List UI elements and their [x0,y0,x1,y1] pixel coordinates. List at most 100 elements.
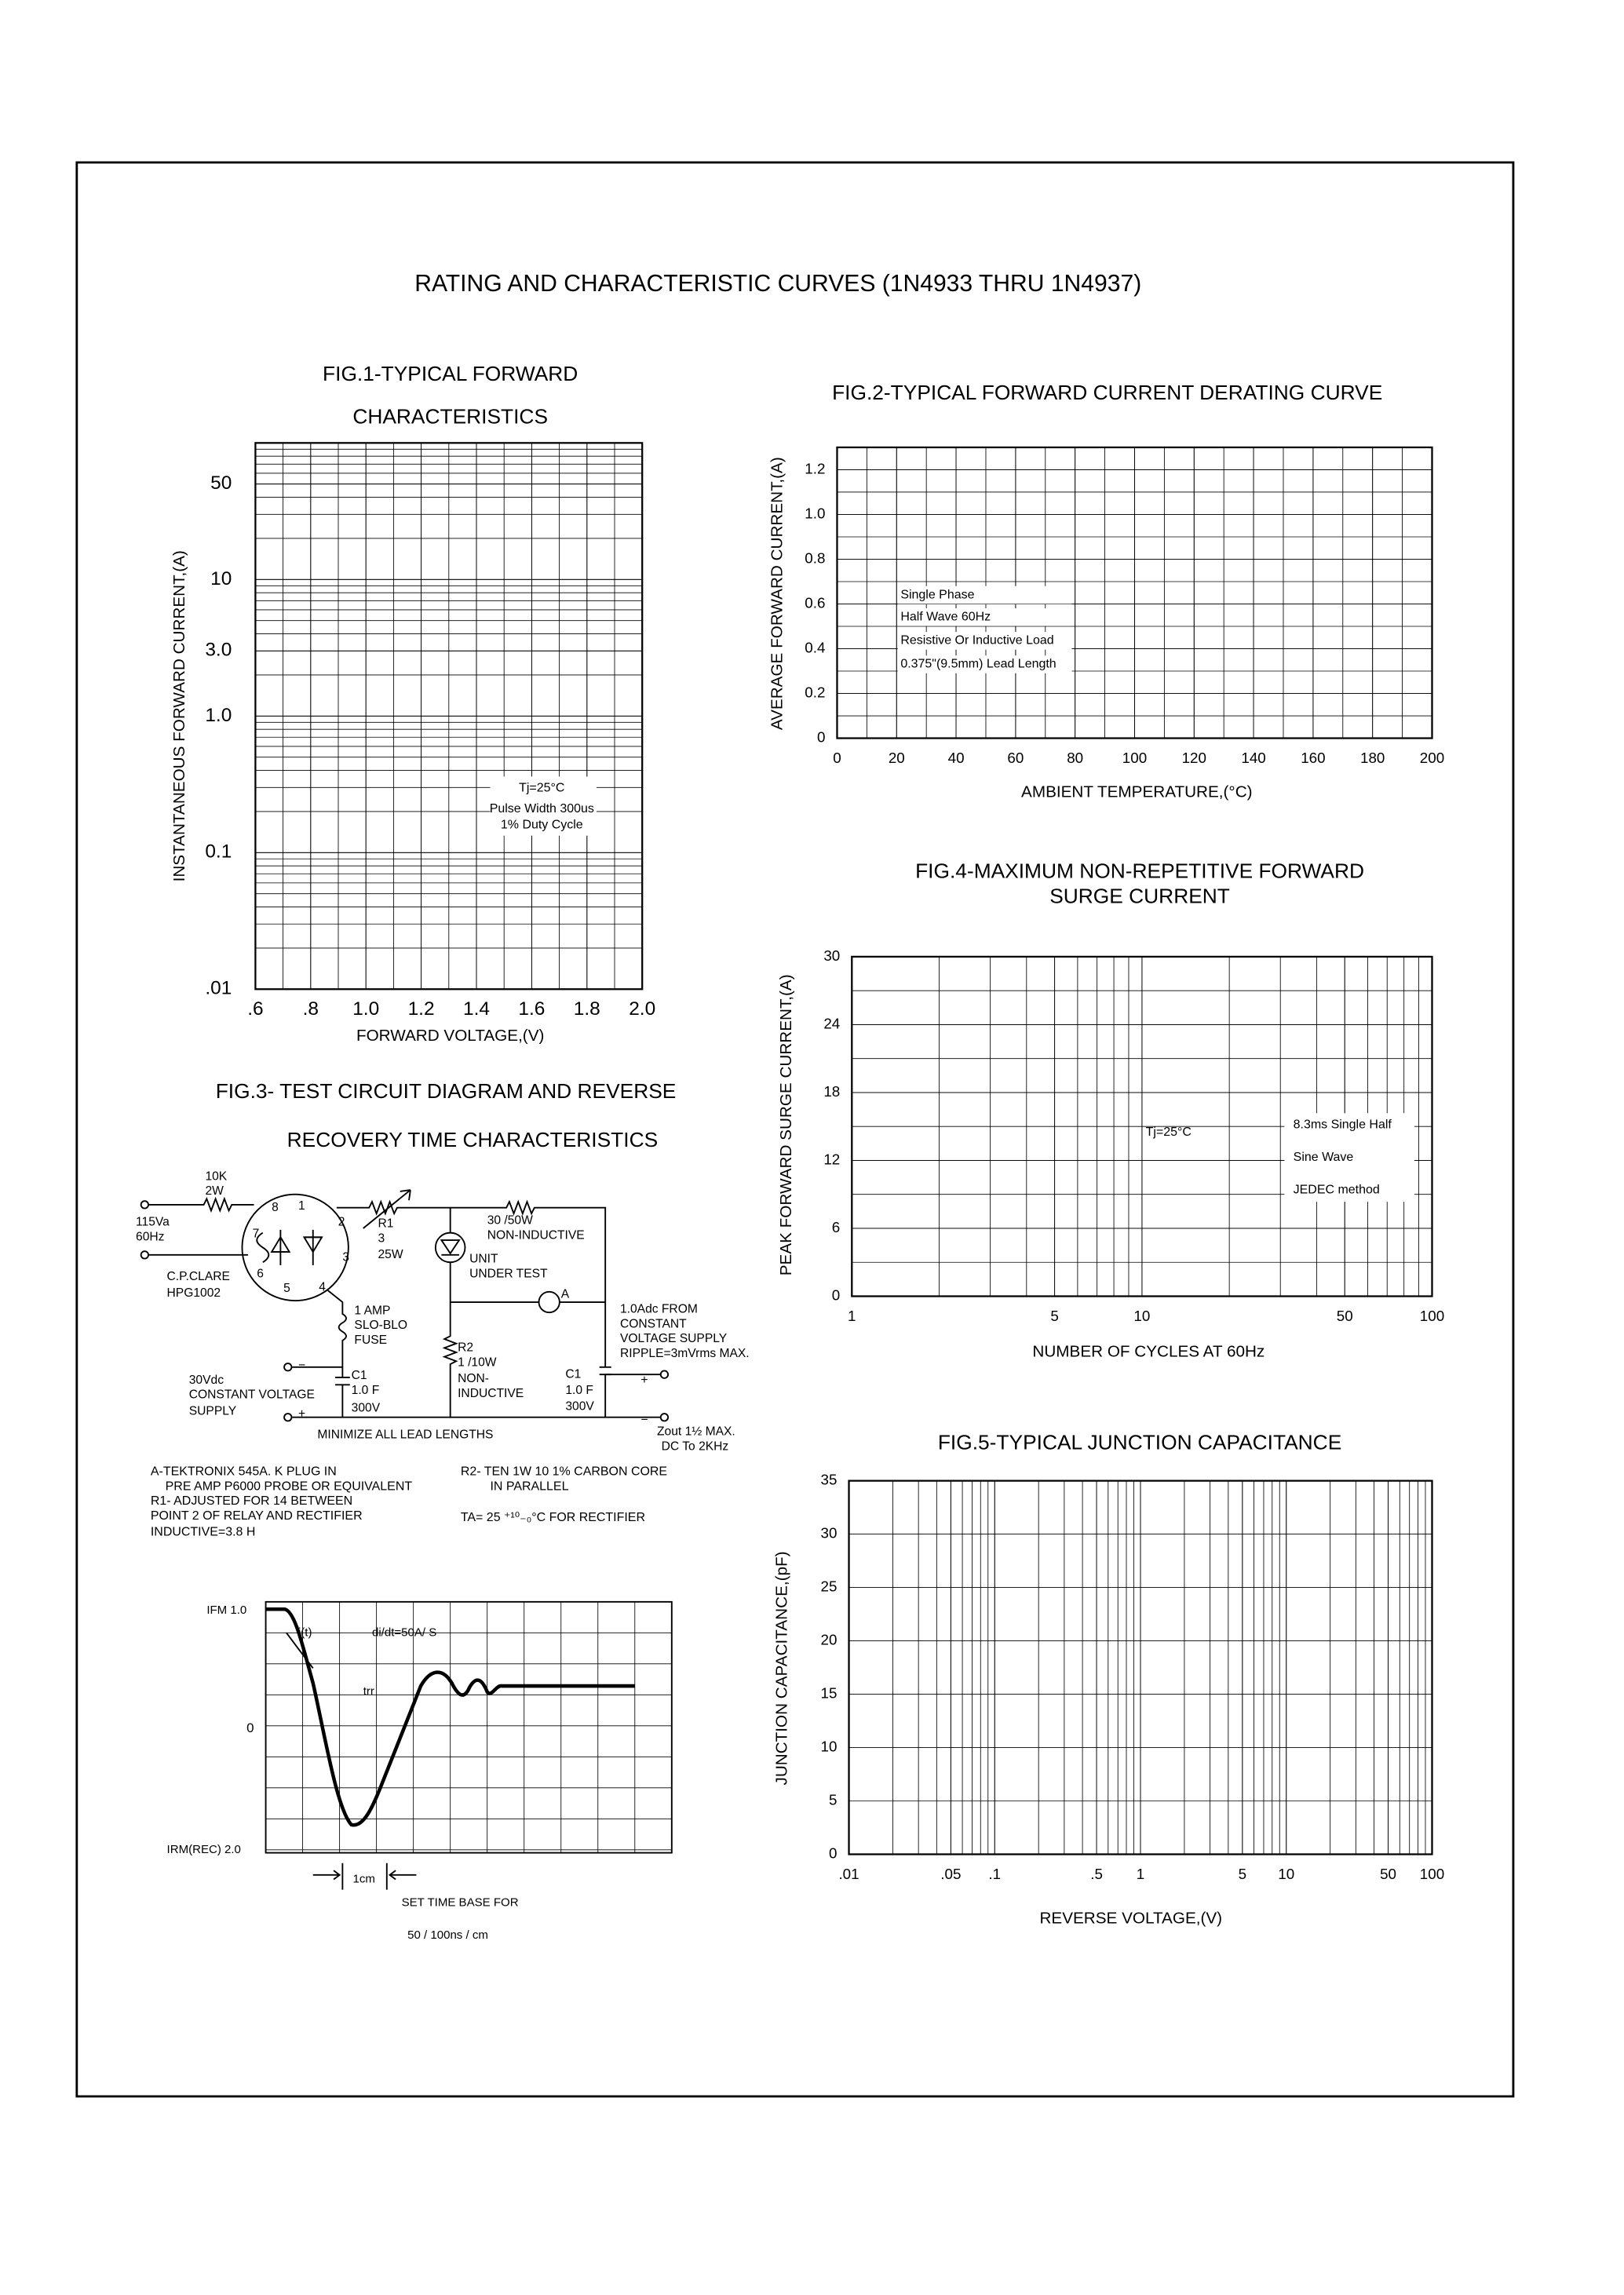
x-tick-label: 1.6 [518,998,545,1020]
x-tick-label: 1.0 [352,998,379,1020]
circuit-label: 1.0 F [565,1384,593,1397]
waveform-label: di/dt=50A/ S [372,1625,436,1639]
annotation: Single Phase [900,588,974,601]
y-axis-label: INSTANTANEOUS FORWARD CURRENT,(A) [170,550,188,881]
chart-title: FIG.4-MAXIMUM NON-REPETITIVE FORWARD [915,859,1364,883]
circuit-label: 115Va [136,1216,170,1229]
chart-title: SURGE CURRENT [1049,885,1230,908]
x-tick-label: 2.0 [629,998,655,1020]
circuit-label: 25W [378,1248,403,1261]
annotation: 1% Duty Cycle [501,819,583,832]
y-tick-label: 12 [823,1151,840,1167]
y-tick-label: 10 [821,1738,838,1754]
annotation: 0.375"(9.5mm) Lead Length [900,658,1056,671]
circuit-label: − [640,1414,648,1427]
y-tick-label: 10 [210,568,232,589]
waveform-label: 1cm [353,1872,375,1885]
circuit-label: 3 [378,1231,385,1245]
chart-title: FIG.2-TYPICAL FORWARD CURRENT DERATING C… [832,381,1382,404]
y-tick-label: 0.8 [805,549,825,566]
x-tick-label: 5 [1050,1308,1058,1324]
circuit-label: VOLTAGE SUPPLY [620,1332,728,1345]
circuit-label: SUPPLY [189,1404,237,1418]
y-tick-label: 1.0 [805,505,825,521]
x-tick-label: 20 [889,750,905,766]
circuit-label: SLO-BLO [354,1319,407,1332]
y-tick-label: 5 [829,1791,837,1808]
x-tick-label: 1.2 [408,998,435,1020]
circuit-label: 1 AMP [354,1304,390,1317]
annotation: Tj=25°C [519,782,564,795]
x-tick-label: .05 [940,1866,961,1882]
circuit-label: Zout 1½ MAX. [657,1425,735,1439]
annotation-bg [897,586,1072,604]
circuit-label: C.P.CLARE [167,1270,230,1283]
circuit-label: HPG1002 [167,1286,221,1300]
circuit-label: C1 [565,1367,581,1381]
waveform-label: i(t) [298,1625,312,1639]
annotation: Half Wave 60Hz [900,611,991,624]
y-tick-label: 6 [832,1219,840,1235]
circuit-label: 4 [319,1280,326,1293]
annotation: Resistive Or Inductive Load [900,634,1053,648]
x-tick-label: 100 [1420,1308,1444,1324]
x-tick-label: 1.4 [463,998,490,1020]
annotation-box [1284,1113,1414,1202]
circuit-label: MINIMIZE ALL LEAD LENGTHS [317,1428,493,1441]
x-tick-label: .5 [1090,1866,1103,1882]
x-tick-label: 80 [1067,750,1083,766]
note: IN PARALLEL [490,1480,568,1493]
y-tick-label: 30 [821,1525,838,1542]
x-tick-label: 50 [1337,1308,1353,1324]
circuit-label: UNDER TEST [469,1267,548,1280]
circuit-label: 1 /10W [458,1355,497,1369]
y-tick-label: 0.1 [205,841,232,863]
note: TA= 25 ⁺¹⁰₋₀°C FOR RECTIFIER [461,1511,645,1524]
x-tick-label: 140 [1241,750,1265,766]
y-tick-label: 0 [817,728,825,745]
annotation-bg [897,655,1072,673]
waveform-label: trr [363,1685,374,1698]
x-tick-label: 160 [1301,750,1325,766]
note: A-TEKTRONIX 545A. K PLUG IN [151,1465,337,1479]
waveform-label: IRM(REC) 2.0 [167,1843,241,1856]
x-axis-label: NUMBER OF CYCLES AT 60Hz [1032,1342,1265,1360]
y-tick-label: 0.6 [805,594,825,611]
figure-title: RECOVERY TIME CHARACTERISTICS [287,1128,659,1151]
circuit-label: 300V [352,1402,381,1415]
annotation: 8.3ms Single Half [1294,1118,1392,1132]
note: POINT 2 OF RELAY AND RECTIFIER [151,1509,363,1523]
annotation-box [490,776,597,836]
circuit-label: R2 [458,1341,473,1354]
x-tick-label: 60 [1007,750,1024,766]
circuit-label: FUSE [354,1334,387,1347]
y-tick-label: 35 [821,1472,838,1488]
x-tick-label: .1 [988,1866,1001,1882]
y-tick-label: 0 [832,1286,840,1303]
annotation: Pulse Width 300us [490,802,594,815]
annotation: Sine Wave [1294,1151,1354,1164]
page-border [75,161,1515,2098]
y-tick-label: .01 [205,978,232,999]
circuit-label: INDUCTIVE [458,1387,524,1400]
chart-title: FIG.5-TYPICAL JUNCTION CAPACITANCE [938,1431,1341,1454]
circuit-label: A [561,1288,570,1301]
recovery-waveform [265,1600,673,1890]
circuit-label: 8 [272,1201,279,1214]
x-axis-label: AMBIENT TEMPERATURE,(°C) [1021,783,1252,801]
circuit-label: + [640,1374,648,1387]
circuit-label: 2 [338,1216,345,1229]
circuit-label: NON- [458,1372,489,1385]
annotation: Tj=25°C [1146,1126,1192,1139]
circuit-label: 300V [565,1400,594,1414]
circuit-label: RIPPLE=3mVrms MAX. [620,1347,750,1360]
x-tick-label: 1 [1137,1866,1144,1882]
y-tick-label: 0 [829,1844,837,1861]
annotation: JEDEC method [1294,1183,1380,1196]
waveform-label: SET TIME BASE FOR [402,1896,519,1910]
circuit-label: CONSTANT VOLTAGE [189,1388,315,1402]
x-tick-label: 0 [833,750,841,766]
y-axis-label: AVERAGE FORWARD CURRENT,(A) [768,457,786,730]
y-tick-label: 15 [821,1685,838,1702]
